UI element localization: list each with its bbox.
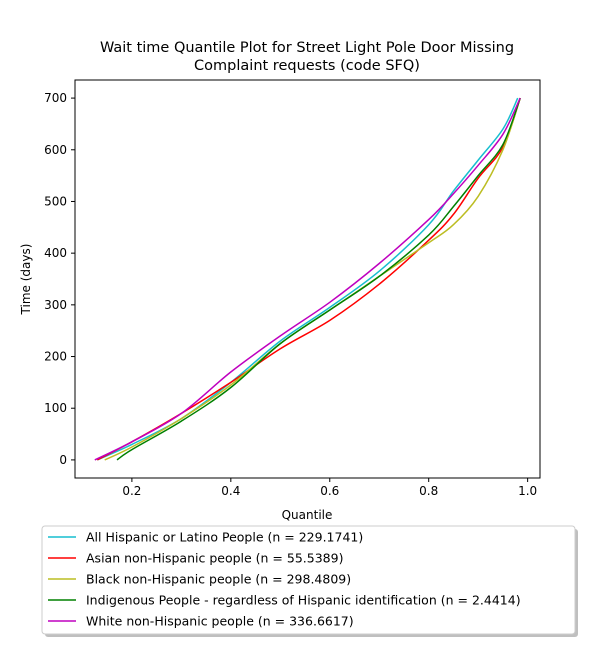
y-axis-ticks: 0 100 200 300 400 500 600 700	[44, 91, 75, 467]
legend-entries: All Hispanic or Latino People (n = 229.1…	[48, 530, 521, 629]
series-line-4	[116, 97, 521, 461]
chart-title-line-1: Wait time Quantile Plot for Street Light…	[100, 40, 514, 56]
x-axis-ticks: 0.2 0.4 0.6 0.8 1.0	[122, 478, 537, 498]
x-axis-label: Quantile	[282, 508, 333, 522]
legend-box	[41, 525, 576, 635]
legend: All Hispanic or Latino People (n = 229.1…	[41, 525, 578, 637]
plot-frame	[74, 79, 541, 479]
plot-lines	[94, 97, 521, 461]
legend-label: White non-Hispanic people (n = 336.6617)	[86, 614, 354, 629]
y-tick-label: 600	[44, 143, 67, 157]
x-tick-label: 0.8	[419, 484, 438, 498]
series-line-1	[96, 97, 519, 461]
x-tick-label: 0.4	[221, 484, 240, 498]
y-axis-label: Time (days)	[19, 244, 33, 316]
series-line-2	[96, 97, 521, 461]
x-tick-label: 1.0	[518, 484, 537, 498]
legend-label: All Hispanic or Latino People (n = 229.1…	[86, 530, 363, 545]
y-tick-label: 100	[44, 401, 67, 415]
y-tick-label: 400	[44, 246, 67, 260]
y-tick-label: 200	[44, 350, 67, 364]
series-line-3	[104, 97, 521, 461]
y-tick-label: 500	[44, 194, 67, 208]
x-tick-label: 0.2	[122, 484, 141, 498]
y-tick-label: 0	[59, 453, 67, 467]
legend-label: Black non-Hispanic people (n = 298.4809)	[86, 572, 351, 587]
x-tick-label: 0.6	[320, 484, 339, 498]
y-tick-label: 700	[44, 91, 67, 105]
series-line-5	[94, 97, 521, 461]
legend-label: Asian non-Hispanic people (n = 55.5389)	[86, 551, 343, 566]
y-tick-label: 300	[44, 298, 67, 312]
chart-title-line-2: Complaint requests (code SFQ)	[194, 58, 420, 74]
legend-label: Indigenous People - regardless of Hispan…	[86, 593, 521, 608]
